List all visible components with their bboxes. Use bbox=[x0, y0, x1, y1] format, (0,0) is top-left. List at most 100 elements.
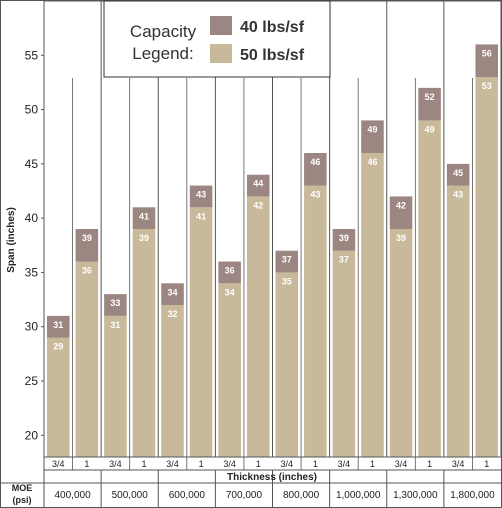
bar-50-lbs bbox=[75, 261, 99, 457]
thickness-row bbox=[44, 457, 501, 470]
data-label-40: 43 bbox=[196, 190, 206, 200]
bar-40-lbs bbox=[104, 294, 127, 316]
bar-40-lbs bbox=[475, 44, 498, 77]
bar-50-lbs bbox=[418, 120, 441, 457]
moe-group-label: 1,000,000 bbox=[336, 490, 381, 501]
y-tick-label: 25 bbox=[25, 374, 39, 388]
data-label-50: 39 bbox=[139, 233, 149, 243]
data-label-50: 34 bbox=[225, 287, 235, 297]
moe-group-label: 600,000 bbox=[169, 490, 206, 501]
bar-40-lbs bbox=[161, 283, 184, 305]
data-label-40: 33 bbox=[110, 298, 120, 308]
moe-group-label: 1,800,000 bbox=[450, 490, 495, 501]
data-label-40: 36 bbox=[225, 266, 235, 276]
y-tick-label: 50 bbox=[25, 103, 39, 117]
bar-50-lbs bbox=[132, 229, 156, 457]
bar-40-lbs bbox=[75, 229, 99, 262]
y-tick-label: 20 bbox=[25, 428, 39, 442]
bar-40-lbs bbox=[418, 87, 441, 121]
data-label-50: 42 bbox=[253, 200, 263, 210]
moe-label-line1: MOE bbox=[12, 483, 33, 493]
data-label-40: 46 bbox=[310, 157, 320, 167]
bar-40-lbs bbox=[389, 196, 413, 229]
bar-40-lbs bbox=[132, 207, 156, 229]
data-label-40: 52 bbox=[425, 92, 435, 102]
bar-40-lbs bbox=[246, 174, 270, 197]
data-label-40: 31 bbox=[53, 320, 63, 330]
thickness-tick-label: 3/4 bbox=[52, 459, 65, 469]
data-label-50: 43 bbox=[310, 190, 320, 200]
data-label-40: 41 bbox=[139, 211, 149, 221]
bar-50-lbs bbox=[47, 337, 70, 457]
bar-40-lbs bbox=[446, 163, 470, 186]
legend-title-line1: Capacity bbox=[130, 22, 197, 41]
bar-40-lbs bbox=[361, 120, 384, 153]
data-label-50: 37 bbox=[339, 255, 349, 265]
y-tick-label: 55 bbox=[25, 48, 39, 62]
legend-label-40: 40 lbs/sf bbox=[240, 19, 305, 36]
bar-50-lbs bbox=[361, 153, 384, 457]
data-label-40: 37 bbox=[282, 255, 292, 265]
y-axis: 20 25 30 35 40 45 50 55 bbox=[25, 48, 44, 442]
bars-layer bbox=[47, 1, 498, 508]
data-label-50: 39 bbox=[396, 233, 406, 243]
thickness-tick-label: 1 bbox=[84, 459, 89, 469]
thickness-tick-label: 3/4 bbox=[281, 459, 294, 469]
moe-group-label: 1,300,000 bbox=[393, 490, 438, 501]
bar-40-lbs bbox=[47, 315, 70, 338]
bar-50-lbs bbox=[304, 185, 327, 458]
data-label-50: 31 bbox=[110, 320, 120, 330]
data-label-40: 49 bbox=[367, 124, 377, 134]
data-label-40: 39 bbox=[339, 233, 349, 243]
data-label-40: 34 bbox=[168, 287, 178, 297]
data-label-40: 45 bbox=[453, 168, 463, 178]
x-axis: 3/4 1 3/4 1 3/4 1 3/4 1 3/4 1 3/4 1 3/4 1 3/4 1 400,000 5… bbox=[0, 456, 502, 508]
data-label-40: 44 bbox=[253, 179, 263, 189]
bar-40-lbs bbox=[275, 250, 299, 273]
data-label-50: 35 bbox=[282, 276, 292, 286]
moe-label-line2: (psi) bbox=[13, 495, 32, 505]
legend-label-50: 50 lbs/sf bbox=[240, 47, 305, 64]
data-label-50: 32 bbox=[168, 309, 178, 319]
y-tick-label: 35 bbox=[25, 265, 39, 279]
thickness-tick-label: 1 bbox=[141, 459, 146, 469]
thickness-tick-label: 3/4 bbox=[452, 459, 465, 469]
thickness-tick-label: 1 bbox=[256, 459, 261, 469]
bar-50-lbs bbox=[104, 315, 127, 457]
y-tick-label: 45 bbox=[25, 157, 39, 171]
thickness-tick-label: 3/4 bbox=[223, 459, 236, 469]
bar-50-lbs bbox=[332, 250, 356, 457]
thickness-tick-label: 1 bbox=[313, 459, 318, 469]
y-tick-label: 30 bbox=[25, 320, 39, 334]
legend-swatch-50 bbox=[210, 44, 232, 63]
thickness-tick-label: 1 bbox=[199, 459, 204, 469]
thickness-tick-label: 3/4 bbox=[166, 459, 179, 469]
thickness-tick-label: 1 bbox=[427, 459, 432, 469]
thickness-tick-label: 3/4 bbox=[395, 459, 408, 469]
bar-labels-layer: 31 29 39 36 33 31 41 39 34 32 43 41 36 34 44 42 37 35 46 43… bbox=[53, 48, 491, 351]
data-label-50: 46 bbox=[367, 157, 377, 167]
data-label-50: 36 bbox=[82, 266, 92, 276]
bar-50-lbs bbox=[275, 272, 299, 457]
legend-title-line2: Legend: bbox=[132, 44, 193, 63]
bar-40-lbs bbox=[189, 185, 213, 208]
moe-group-label: 800,000 bbox=[283, 490, 320, 501]
bar-50-lbs bbox=[218, 283, 241, 457]
data-label-40: 56 bbox=[482, 48, 492, 58]
bar-40-lbs bbox=[218, 261, 241, 284]
moe-group-label: 400,000 bbox=[54, 490, 91, 501]
bar-50-lbs bbox=[475, 77, 498, 457]
legend-box bbox=[103, 0, 331, 78]
legend-swatch-40 bbox=[210, 16, 232, 35]
bar-50-lbs bbox=[389, 229, 413, 457]
thickness-tick-label: 3/4 bbox=[109, 459, 122, 469]
moe-group-label: 500,000 bbox=[112, 490, 149, 501]
bar-50-lbs bbox=[446, 185, 470, 458]
bar-40-lbs bbox=[332, 229, 356, 251]
data-label-50: 49 bbox=[425, 124, 435, 134]
data-label-50: 53 bbox=[482, 81, 492, 91]
moe-group-label: 700,000 bbox=[226, 490, 263, 501]
data-label-50: 43 bbox=[453, 190, 463, 200]
data-label-40: 42 bbox=[396, 200, 406, 210]
